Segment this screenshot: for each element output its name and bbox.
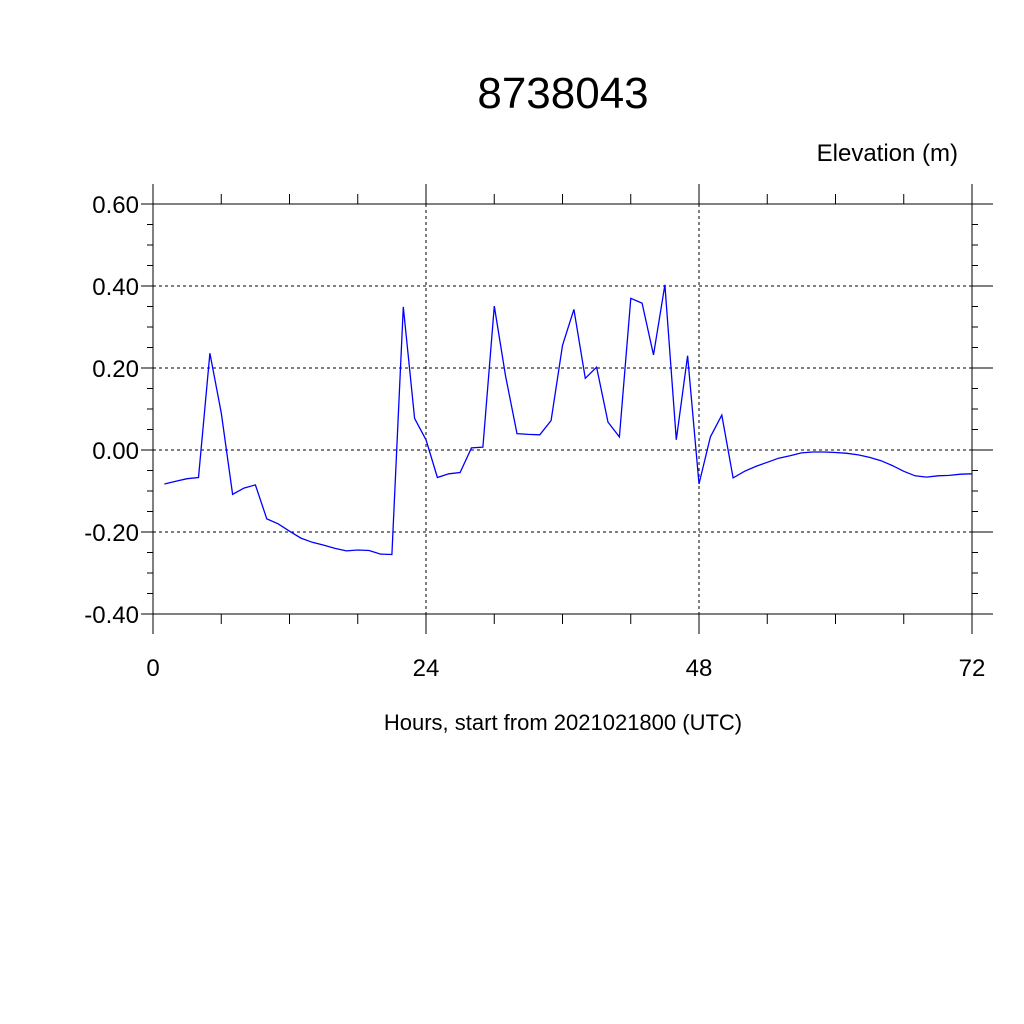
y-tick-label: -0.40: [84, 602, 139, 629]
axis-ticks: [141, 184, 993, 634]
y-tick-label: 0.60: [92, 192, 139, 219]
x-tick-label: 72: [959, 655, 986, 682]
elevation-series-line: [164, 284, 973, 556]
grid-lines: [152, 203, 973, 615]
x-tick-labels: 0 24 48 72: [146, 655, 985, 682]
y-axis-units-label: Elevation (m): [817, 140, 958, 167]
plot-frame: [152, 203, 973, 615]
x-tick-label: 48: [686, 655, 713, 682]
x-tick-label: 0: [146, 655, 159, 682]
series-layer: [164, 284, 973, 556]
y-tick-label: -0.20: [84, 520, 139, 547]
y-tick-label: 0.20: [92, 356, 139, 383]
x-tick-label: 24: [413, 655, 440, 682]
y-tick-label: 0.00: [92, 438, 139, 465]
x-axis-label: Hours, start from 2021021800 (UTC): [384, 710, 742, 735]
y-tick-label: 0.40: [92, 274, 139, 301]
y-tick-labels: -0.40 -0.20 0.00 0.20 0.40 0.60: [84, 192, 139, 629]
chart-title: 8738043: [477, 69, 648, 118]
